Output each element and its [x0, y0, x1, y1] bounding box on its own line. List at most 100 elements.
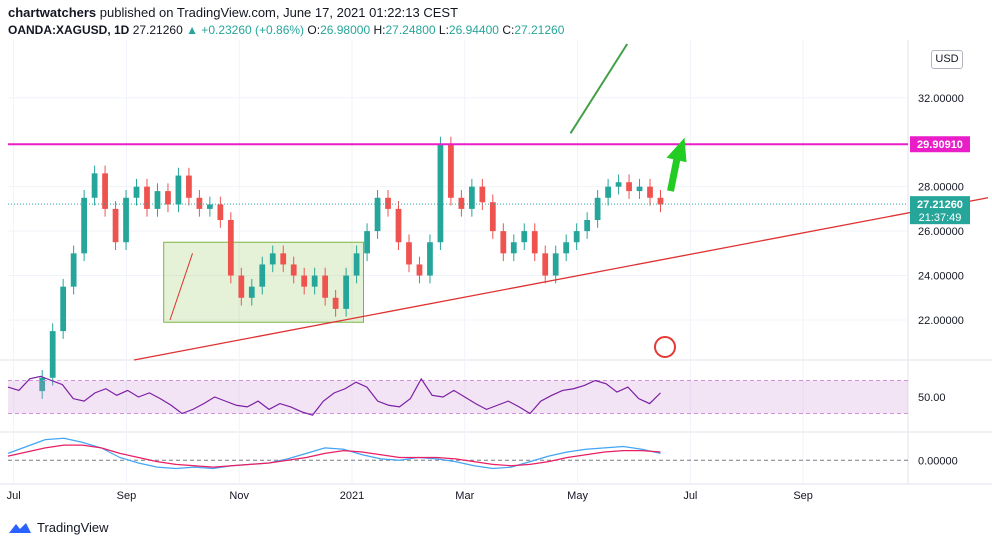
y-tick-label: 28.00000 [918, 182, 964, 194]
candle [594, 197, 601, 220]
candle [259, 264, 266, 287]
candle [657, 197, 664, 205]
y-tick-label: 32.00000 [918, 93, 964, 105]
x-tick-label: May [567, 490, 588, 502]
candle [112, 208, 119, 243]
candle [49, 331, 56, 378]
flag-icon [654, 336, 676, 358]
signal-line [7, 444, 661, 468]
candle [81, 197, 88, 254]
candle [416, 264, 423, 276]
candle [500, 231, 507, 254]
breakout-arrow-head [666, 137, 687, 163]
candle [615, 182, 622, 187]
candle [154, 191, 161, 209]
candle [311, 275, 318, 287]
y-tick-label: 24.00000 [918, 271, 964, 283]
candle [102, 173, 108, 209]
x-tick-label: 2021 [340, 490, 364, 502]
candle [636, 186, 643, 192]
candle [364, 231, 370, 254]
candle [489, 202, 496, 232]
candle [196, 197, 203, 209]
x-tick-label: Mar [455, 490, 474, 502]
candle [39, 377, 46, 392]
y-tick-label: 22.00000 [918, 315, 964, 327]
candle [427, 242, 433, 276]
candle [290, 264, 297, 276]
candle [238, 275, 245, 298]
brand-name[interactable]: TradingView [37, 520, 109, 535]
symbol-label[interactable]: OANDA:XAGUSD, 1D [8, 23, 130, 37]
published-text: published on TradingView.com, June 17, 2… [99, 5, 459, 20]
candle [510, 242, 517, 254]
candle [332, 297, 339, 309]
candle [206, 204, 213, 209]
candle [531, 231, 538, 254]
rsi-line [7, 375, 661, 416]
macd-line [7, 437, 661, 470]
x-tick-label: Sep [793, 490, 813, 502]
rsi-tick-label: 50.00 [918, 392, 946, 404]
high-value: 27.24800 [385, 23, 436, 37]
x-tick-label: Nov [229, 490, 249, 502]
candle [458, 197, 465, 209]
candle [186, 175, 192, 198]
publish-header: chartwatchers published on TradingView.c… [8, 5, 458, 20]
candle [385, 197, 391, 209]
small-trendline [169, 253, 193, 321]
support-trendline [133, 197, 989, 361]
countdown-label: 21:37:49 [919, 212, 962, 224]
resistance-price-label: 29.90910 [917, 139, 963, 151]
close-label: C: [502, 23, 515, 37]
candle [468, 186, 475, 209]
candle [374, 197, 381, 232]
candle [144, 186, 150, 209]
candle [584, 220, 591, 232]
candle [301, 275, 308, 287]
candle [626, 182, 632, 192]
candle [605, 186, 611, 198]
open-value: 26.98000 [320, 23, 371, 37]
candle [227, 220, 234, 276]
candle [521, 231, 528, 243]
candle [248, 286, 255, 298]
candle [479, 186, 486, 203]
tradingview-logo-icon [9, 522, 31, 533]
candle [395, 208, 402, 243]
last-price-label: 27.21260 [917, 199, 963, 211]
x-tick-label: Jul [683, 490, 697, 502]
ohlc-legend: OANDA:XAGUSD, 1D 27.21260 ▲ +0.23260 (+0… [8, 23, 564, 37]
candle [353, 253, 360, 276]
candle [542, 253, 549, 276]
candle [175, 175, 182, 205]
candle [269, 253, 276, 265]
currency-badge[interactable]: USD [931, 50, 963, 69]
y-tick-label: 26.00000 [918, 226, 964, 238]
low-value: 26.94400 [448, 23, 499, 37]
resistance-price-tag [910, 136, 970, 153]
candle [448, 144, 454, 198]
x-tick-label: Jul [7, 490, 21, 502]
x-tick-label: Sep [117, 490, 137, 502]
candle [91, 173, 98, 198]
candle [123, 197, 129, 243]
candle [133, 186, 140, 198]
last-price-tag [910, 196, 970, 225]
candle [280, 253, 287, 265]
last-value: 27.21260 [132, 23, 183, 37]
candle [70, 253, 77, 287]
close-value: 27.21260 [514, 23, 565, 37]
high-label: H: [373, 23, 386, 37]
low-label: L: [438, 23, 449, 37]
candle [165, 191, 171, 205]
author-name[interactable]: chartwatchers [8, 5, 97, 20]
candle [573, 231, 580, 243]
candle [217, 204, 224, 220]
rsi-band [8, 380, 908, 414]
candle [406, 242, 412, 265]
projection-line [569, 43, 629, 134]
open-label: O: [307, 23, 321, 37]
change-value: ▲ +0.23260 (+0.86%) [186, 23, 305, 37]
